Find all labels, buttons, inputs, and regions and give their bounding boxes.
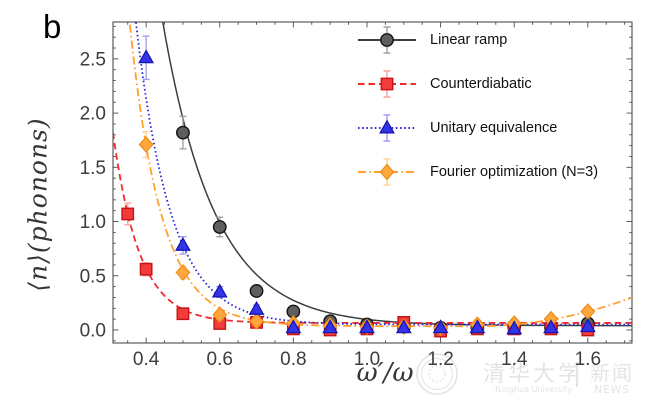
x-tick-label: 0.4 [133, 349, 160, 370]
y-tick-label: 1.0 [80, 212, 106, 233]
legend-item-0: Linear ramp [356, 18, 598, 62]
watermark-news-en: NEWS [594, 384, 630, 396]
x-tick-label: 1.2 [427, 349, 453, 370]
series-diamond-points [138, 130, 596, 337]
legend-label: Counterdiabatic [430, 76, 532, 92]
legend-label: Linear ramp [430, 32, 508, 48]
series-square-points [121, 202, 595, 338]
series-triangle-points [138, 35, 596, 335]
x-tick-label: 0.8 [280, 349, 306, 370]
legend-marker-triangle-icon [358, 114, 416, 142]
legend-item-1: Counterdiabatic [356, 62, 598, 106]
axis-ticks [113, 22, 632, 343]
y-axis-label: ⟨n⟩(phonons) [23, 117, 53, 292]
legend-marker-diamond-icon [358, 158, 416, 186]
y-tick-label: 0.0 [80, 320, 106, 341]
legend-item-3: Fourier optimization (N=3) [356, 150, 598, 194]
x-tick-label: 1.4 [501, 349, 528, 370]
legend-label: Unitary equivalence [430, 120, 558, 136]
plot-frame [112, 21, 633, 344]
legend-marker-square-icon [358, 70, 416, 98]
watermark-news-cjk: 新闻 [590, 361, 634, 385]
watermark-university-en: Tsinghua University [493, 385, 572, 394]
x-tick-label: 1.6 [575, 349, 601, 370]
legend-label: Fourier optimization (N=3) [430, 164, 599, 180]
y-tick-label: 2.0 [80, 104, 106, 125]
x-axis-label: ω′/ω [356, 358, 414, 388]
y-tick-label: 1.5 [80, 158, 106, 179]
x-tick-label: 0.6 [207, 349, 233, 370]
y-tick-label: 2.5 [80, 49, 106, 70]
y-tick-label: 0.5 [80, 266, 106, 287]
legend-marker-circle-icon [358, 26, 416, 54]
legend: Linear ramp Counterdiabatic Unitary equiva… [356, 18, 598, 194]
legend-item-2: Unitary equivalence [356, 106, 598, 150]
watermark-university-cjk: 清华大学 [483, 362, 583, 387]
x-tick-label: 1.0 [354, 349, 380, 370]
tsinghua-seal-icon [416, 353, 458, 395]
panel-label: b [43, 8, 62, 45]
